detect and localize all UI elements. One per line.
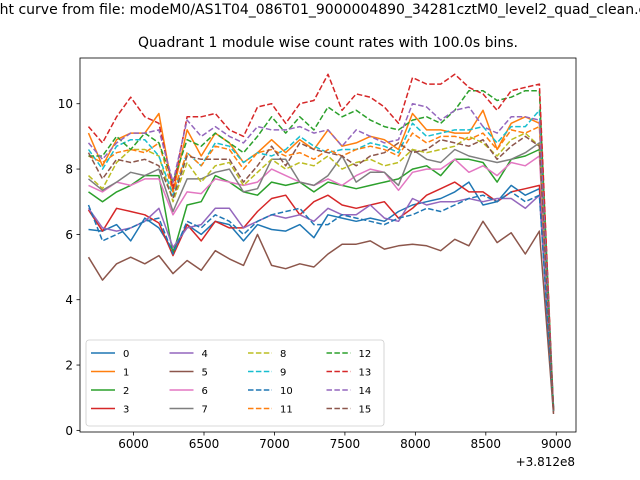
y-tick-label: 10 [58, 97, 73, 111]
series-line-15 [87, 135, 555, 411]
series-line-3 [87, 181, 555, 413]
x-tick-label: 7500 [330, 437, 361, 451]
legend-label-6: 6 [202, 386, 208, 397]
legend-label-9: 9 [280, 368, 286, 379]
y-tick-label: 6 [65, 228, 73, 242]
x-tick-label: 6000 [118, 437, 149, 451]
y-tick-label: 2 [65, 359, 73, 373]
y-tick-label: 4 [65, 293, 73, 307]
legend-label-11: 11 [280, 405, 293, 416]
series-line-13 [87, 73, 555, 411]
legend-label-0: 0 [123, 349, 129, 360]
x-tick-label: 6500 [189, 437, 220, 451]
x-offset-label: +3.812e8 [516, 455, 575, 469]
y-tick-label: 0 [65, 424, 73, 438]
legend-box [85, 339, 385, 427]
legend-label-12: 12 [359, 349, 372, 360]
legend-label-2: 2 [123, 386, 129, 397]
series-line-11 [88, 125, 555, 411]
legend-label-10: 10 [280, 386, 293, 397]
legend-label-1: 1 [123, 368, 129, 379]
legend-label-15: 15 [359, 405, 372, 416]
series-line-14 [87, 102, 555, 411]
series-lines [87, 73, 555, 415]
legend-label-7: 7 [202, 405, 208, 416]
x-tick-label: 9000 [541, 437, 572, 451]
legend-label-8: 8 [280, 349, 286, 360]
series-line-6 [88, 155, 555, 408]
series-line-2 [88, 148, 555, 411]
y-axis: 0 2 4 6 8 10 [58, 97, 80, 438]
x-tick-label: 8500 [471, 437, 502, 451]
series-line-10 [87, 191, 555, 411]
legend-label-3: 3 [123, 405, 129, 416]
x-tick-label: 8000 [400, 437, 431, 451]
series-line-4 [87, 194, 555, 411]
series-line-8 [87, 132, 555, 411]
figure-suptitle: Light curve from file: modeM0/AS1T04_086… [0, 2, 640, 18]
legend-label-4: 4 [202, 349, 208, 360]
legend-label-5: 5 [202, 368, 208, 379]
series-line-5 [87, 220, 555, 415]
legend-label-14: 14 [359, 386, 372, 397]
chart-title: Quadrant 1 module wise count rates with … [138, 35, 518, 51]
legend-label-13: 13 [359, 368, 372, 379]
series-line-9 [87, 109, 555, 408]
axes-frame-rect [79, 57, 577, 433]
series-line-7 [88, 142, 555, 408]
y-tick-label: 8 [65, 163, 73, 177]
x-tick-label: 7000 [259, 437, 290, 451]
axes-frame [79, 57, 577, 433]
x-axis: 6000 6500 7000 7500 8000 8500 9000 [118, 432, 572, 451]
